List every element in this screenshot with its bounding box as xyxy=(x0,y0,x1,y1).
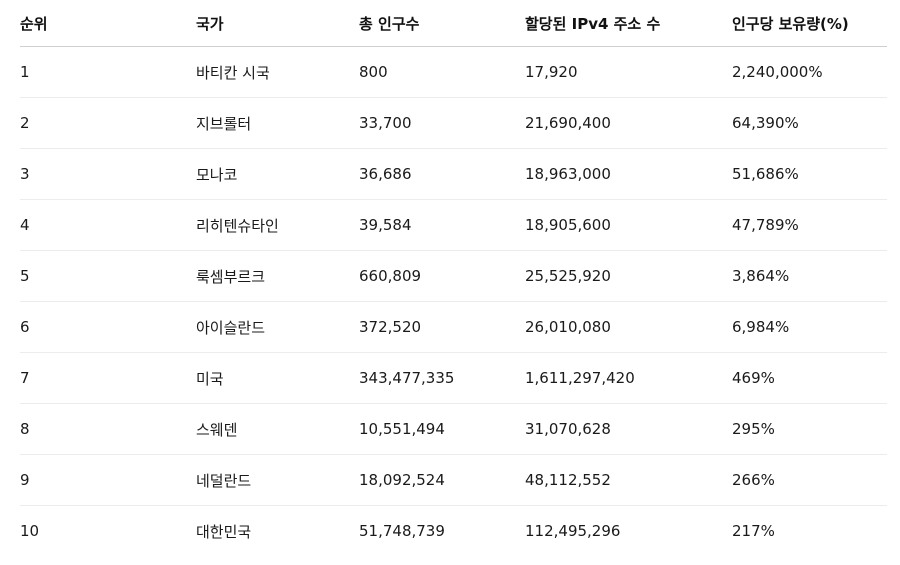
cell-per-capita: 469% xyxy=(732,352,887,404)
cell-per-capita: 2,240,000% xyxy=(732,46,887,98)
table-row: 5 룩셈부르크 660,809 25,525,920 3,864% xyxy=(20,250,887,302)
cell-per-capita: 6,984% xyxy=(732,301,887,353)
cell-country: 지브롤터 xyxy=(196,97,359,149)
cell-ipv4-count: 26,010,080 xyxy=(525,301,732,353)
header-rank: 순위 xyxy=(20,0,196,47)
cell-population: 660,809 xyxy=(359,250,525,302)
cell-ipv4-count: 112,495,296 xyxy=(525,522,621,540)
header-population: 총 인구수 xyxy=(359,0,525,47)
cell-per-capita: 295% xyxy=(732,403,887,455)
cell-country: 리히텐슈타인 xyxy=(196,199,359,251)
table-row: 10 대한민국 51,748,739 112,495,296 217% xyxy=(20,506,887,557)
table-body: 1 바티칸 시국 800 17,920 2,240,000% 2 지브롤터 33… xyxy=(20,46,887,557)
cell-rank: 10 xyxy=(20,522,40,540)
cell-ipv4-count: 18,963,000 xyxy=(525,148,732,200)
cell-ipv4-count: 1,611,297,420 xyxy=(525,352,732,404)
cell-per-capita: 64,390% xyxy=(732,97,887,149)
cell-ipv4-count: 48,112,552 xyxy=(525,454,732,506)
table-row: 1 바티칸 시국 800 17,920 2,240,000% xyxy=(20,46,887,98)
cell-per-capita: 47,789% xyxy=(732,199,887,251)
cell-per-capita: 217% xyxy=(732,522,775,540)
cell-rank: 1 xyxy=(20,46,196,98)
cell-rank: 9 xyxy=(20,454,196,506)
cell-rank: 4 xyxy=(20,199,196,251)
cell-country: 룩셈부르크 xyxy=(196,250,359,302)
header-per-capita: 인구당 보유량(%) xyxy=(732,0,887,47)
cell-ipv4-count: 31,070,628 xyxy=(525,403,732,455)
table-header: 순위 국가 총 인구수 할당된 IPv4 주소 수 인구당 보유량(%) xyxy=(20,0,887,47)
ipv4-ranking-table: 순위 국가 총 인구수 할당된 IPv4 주소 수 인구당 보유량(%) 1 바… xyxy=(20,0,887,556)
cell-country: 모나코 xyxy=(196,148,359,200)
cell-population: 51,748,739 xyxy=(359,522,445,540)
cell-population: 36,686 xyxy=(359,148,525,200)
cell-per-capita: 3,864% xyxy=(732,250,887,302)
cell-population: 33,700 xyxy=(359,97,525,149)
cell-country: 네덜란드 xyxy=(196,454,359,506)
cell-population: 343,477,335 xyxy=(359,352,525,404)
cell-rank: 2 xyxy=(20,97,196,149)
ipv4-ranking-table-container: 순위 국가 총 인구수 할당된 IPv4 주소 수 인구당 보유량(%) 1 바… xyxy=(20,0,887,556)
cell-ipv4-count: 21,690,400 xyxy=(525,97,732,149)
cell-ipv4-count: 18,905,600 xyxy=(525,199,732,251)
cell-rank: 8 xyxy=(20,403,196,455)
cell-population: 39,584 xyxy=(359,199,525,251)
cell-country: 대한민국 xyxy=(196,522,252,541)
table-row: 7 미국 343,477,335 1,611,297,420 469% xyxy=(20,352,887,404)
cell-country: 미국 xyxy=(196,352,359,404)
cell-country: 바티칸 시국 xyxy=(196,46,359,98)
table-row: 6 아이슬란드 372,520 26,010,080 6,984% xyxy=(20,301,887,353)
header-country: 국가 xyxy=(196,0,359,47)
header-ipv4-count: 할당된 IPv4 주소 수 xyxy=(525,0,732,47)
table-row: 3 모나코 36,686 18,963,000 51,686% xyxy=(20,148,887,200)
table-row: 9 네덜란드 18,092,524 48,112,552 266% xyxy=(20,454,887,506)
cell-rank: 6 xyxy=(20,301,196,353)
cell-rank: 3 xyxy=(20,148,196,200)
cell-rank: 5 xyxy=(20,250,196,302)
cell-population: 372,520 xyxy=(359,301,525,353)
header-row: 순위 국가 총 인구수 할당된 IPv4 주소 수 인구당 보유량(%) xyxy=(20,0,887,47)
cell-per-capita: 51,686% xyxy=(732,148,887,200)
cell-population: 18,092,524 xyxy=(359,454,525,506)
cell-rank: 7 xyxy=(20,352,196,404)
table-row: 8 스웨덴 10,551,494 31,070,628 295% xyxy=(20,403,887,455)
cell-ipv4-count: 25,525,920 xyxy=(525,250,732,302)
cell-country: 아이슬란드 xyxy=(196,301,359,353)
cell-country: 스웨덴 xyxy=(196,403,359,455)
table-row: 4 리히텐슈타인 39,584 18,905,600 47,789% xyxy=(20,199,887,251)
cell-population: 10,551,494 xyxy=(359,403,525,455)
table-row: 2 지브롤터 33,700 21,690,400 64,390% xyxy=(20,97,887,149)
cell-per-capita: 266% xyxy=(732,454,887,506)
cell-population: 800 xyxy=(359,46,525,98)
cell-ipv4-count: 17,920 xyxy=(525,46,732,98)
